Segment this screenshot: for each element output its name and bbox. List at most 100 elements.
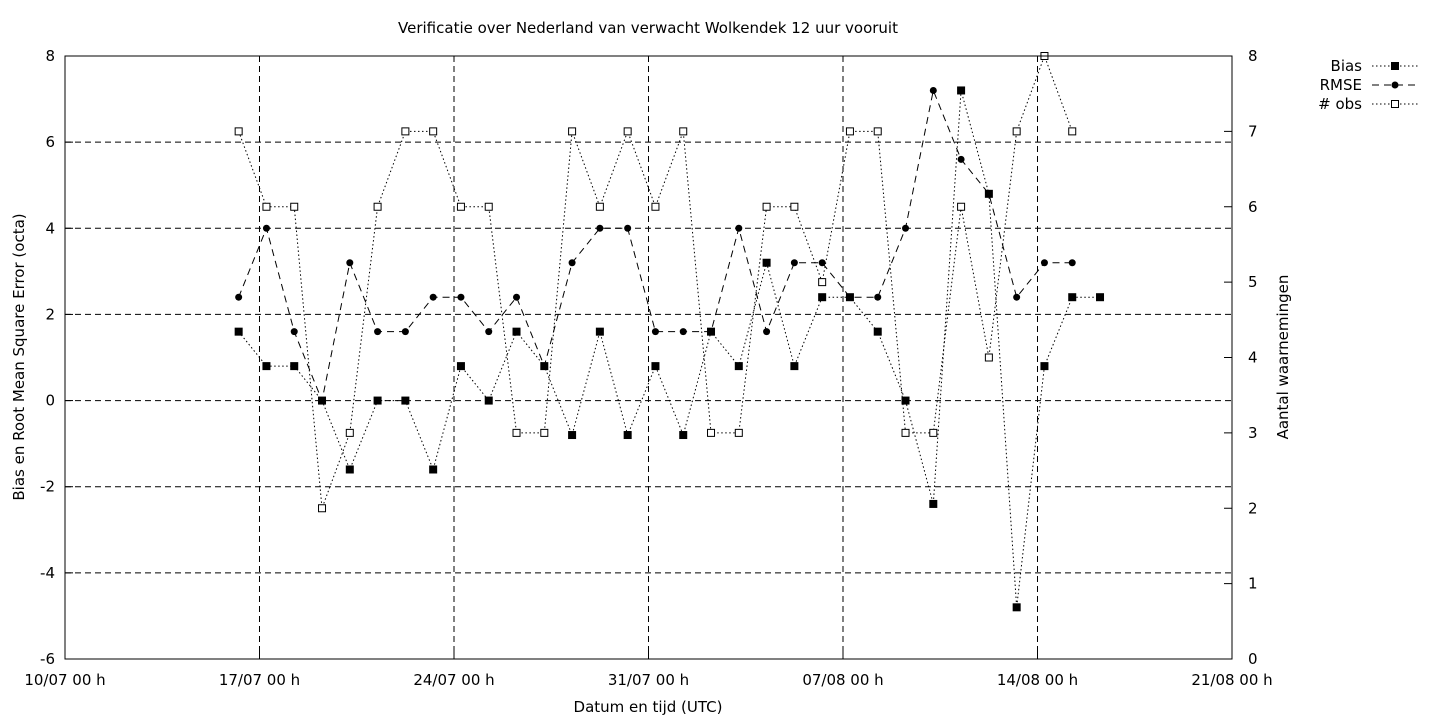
- series-rmse: [235, 86, 1076, 405]
- point-bias: [456, 362, 465, 371]
- x-tick-label: 24/07 00 h: [413, 671, 494, 689]
- point-bias: [262, 362, 271, 371]
- y2-tick-label: 6: [1248, 198, 1258, 216]
- point-rmse: [262, 224, 270, 232]
- point-bias: [1096, 293, 1105, 302]
- point-rmse: [929, 86, 937, 94]
- x-tick-label: 31/07 00 h: [608, 671, 689, 689]
- point-obs: [929, 428, 938, 437]
- point-rmse: [485, 328, 493, 336]
- point-rmse: [318, 397, 326, 405]
- legend-label-rmse: RMSE: [1320, 76, 1362, 94]
- series-line-rmse: [238, 88, 1073, 403]
- y2-tick-label: 2: [1248, 499, 1258, 517]
- point-bias: [651, 362, 660, 371]
- y2-tick-label: 8: [1248, 47, 1258, 65]
- point-rmse: [596, 224, 604, 232]
- point-rmse: [1068, 259, 1076, 267]
- point-bias: [1012, 603, 1021, 612]
- y-tick-label: 0: [45, 392, 55, 410]
- point-obs: [318, 504, 327, 513]
- point-obs: [651, 202, 660, 211]
- series-line-obs: [238, 54, 1073, 509]
- point-rmse: [763, 328, 771, 336]
- point-bias: [901, 396, 910, 405]
- point-rmse: [985, 190, 993, 198]
- point-obs: [290, 202, 299, 211]
- point-bias: [790, 362, 799, 371]
- series-layer: [234, 52, 1105, 612]
- point-obs: [873, 127, 882, 136]
- point-bias: [373, 396, 382, 405]
- y2-tick-label: 4: [1248, 349, 1258, 367]
- point-rmse: [707, 328, 715, 336]
- point-obs: [456, 202, 465, 211]
- point-obs: [623, 127, 632, 136]
- point-bias: [484, 396, 493, 405]
- point-rmse: [818, 259, 826, 267]
- point-bias: [818, 293, 827, 302]
- point-obs: [818, 278, 827, 287]
- point-rmse: [346, 259, 354, 267]
- y2-tick-label: 0: [1248, 650, 1258, 668]
- point-bias: [679, 431, 688, 440]
- point-rmse: [374, 328, 382, 336]
- point-obs: [845, 127, 854, 136]
- point-obs: [679, 127, 688, 136]
- point-rmse: [679, 328, 687, 336]
- point-bias: [762, 258, 771, 267]
- point-rmse: [874, 293, 882, 301]
- point-rmse: [513, 293, 521, 301]
- legend-marker-obs: [1391, 100, 1399, 108]
- point-bias: [734, 362, 743, 371]
- point-rmse: [235, 293, 243, 301]
- point-rmse: [290, 328, 298, 336]
- y-tick-label: 6: [45, 133, 55, 151]
- point-rmse: [1013, 293, 1021, 301]
- point-bias: [290, 362, 299, 371]
- axes: -6 -4 -2 0 2 4 6 8 0 1 2 3 4 5 6 7 8 10/07 00 h 17/07 00 h…: [24, 47, 1272, 689]
- point-rmse: [568, 259, 576, 267]
- x-tick-label: 07/08 00 h: [802, 671, 883, 689]
- point-bias: [623, 431, 632, 440]
- point-bias: [929, 499, 938, 508]
- series-line-bias: [238, 90, 1101, 608]
- point-rmse: [624, 224, 632, 232]
- point-bias: [512, 327, 521, 336]
- point-rmse: [651, 328, 659, 336]
- legend-label-bias: Bias: [1331, 57, 1363, 75]
- y2-tick-label: 5: [1248, 273, 1258, 291]
- point-obs: [512, 428, 521, 437]
- point-bias: [429, 465, 438, 474]
- y-axis-title: Bias en Root Mean Square Error (octa): [10, 213, 28, 500]
- x-tick-label: 21/08 00 h: [1191, 671, 1272, 689]
- point-obs: [901, 428, 910, 437]
- point-obs: [234, 127, 243, 136]
- legend-label-obs: # obs: [1318, 95, 1362, 113]
- point-bias: [1040, 362, 1049, 371]
- y-tick-label: 8: [45, 47, 55, 65]
- point-obs: [790, 202, 799, 211]
- y-tick-label: -4: [40, 564, 55, 582]
- point-rmse: [735, 224, 743, 232]
- point-obs: [734, 428, 743, 437]
- y2-axis-title: Aantal waarnemingen: [1274, 275, 1292, 440]
- point-obs: [429, 127, 438, 136]
- y2-tick-label: 1: [1248, 575, 1258, 593]
- point-obs: [984, 353, 993, 362]
- y-tick-label: -2: [40, 478, 55, 496]
- point-rmse: [401, 328, 409, 336]
- point-rmse: [957, 155, 965, 163]
- point-bias: [957, 86, 966, 95]
- y2-tick-label: 7: [1248, 122, 1258, 140]
- point-obs: [484, 202, 493, 211]
- point-bias: [401, 396, 410, 405]
- point-obs: [540, 428, 549, 437]
- point-bias: [568, 431, 577, 440]
- point-obs: [568, 127, 577, 136]
- grid-lines: [65, 56, 1232, 659]
- point-obs: [1012, 127, 1021, 136]
- point-bias: [1068, 293, 1077, 302]
